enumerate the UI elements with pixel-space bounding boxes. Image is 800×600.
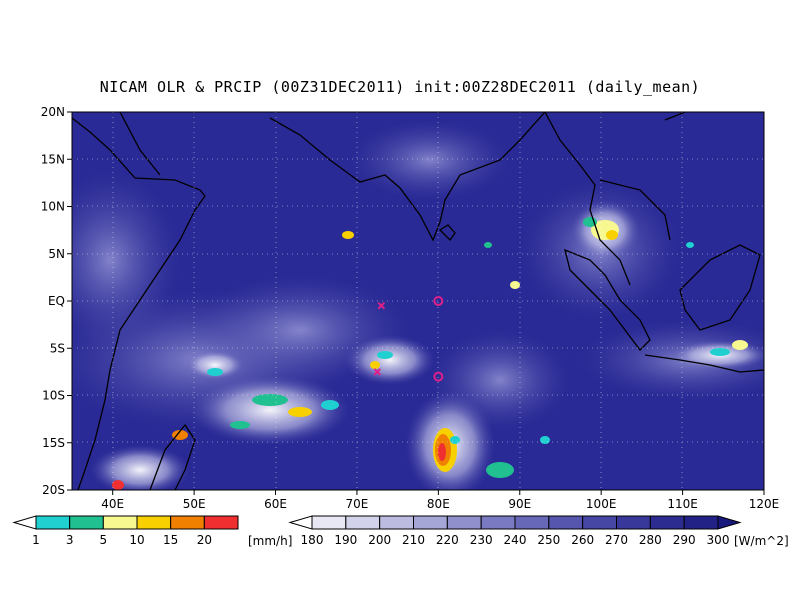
lat-label: 20N: [41, 105, 65, 119]
olr-label: 210: [402, 533, 425, 547]
precip-swatch: [136, 515, 172, 530]
olr-swatch: [311, 515, 347, 530]
precip-label: 1: [32, 533, 40, 547]
olr-label: 180: [301, 533, 324, 547]
olr-colorbar: 180 190 200 210 220 230 240 250 260 270 280 290 300 […: [288, 515, 789, 548]
olr-label: 280: [639, 533, 662, 547]
precip-colorbar: 1 3 5 10 15 20 [mm/h]: [12, 515, 292, 548]
olr-swatch: [446, 515, 482, 530]
precip-swatch: [170, 515, 205, 530]
olr-swatch: [480, 515, 516, 530]
lon-label: 80E: [427, 497, 450, 511]
precip-label: 20: [197, 533, 212, 547]
lon-label: 70E: [346, 497, 369, 511]
cross-marker: [373, 368, 382, 376]
olr-swatch: [649, 515, 685, 530]
olr-swatch: [683, 515, 719, 530]
precip-swatch: [69, 515, 104, 530]
olr-label: 230: [470, 533, 493, 547]
lat-label: 15S: [42, 436, 65, 450]
circle-marker: [433, 371, 444, 382]
lat-label: 10S: [42, 389, 65, 403]
gridlines: [72, 112, 764, 490]
lat-label: 10N: [41, 200, 65, 214]
lat-label: EQ: [48, 294, 65, 308]
olr-label: 290: [673, 533, 696, 547]
lon-label: 110E: [667, 497, 698, 511]
coastlines: [72, 112, 764, 490]
olr-unit: [W/m^2]: [734, 534, 789, 548]
olr-swatch: [345, 515, 381, 530]
olr-field: [72, 120, 764, 490]
precip-swatch: [35, 515, 71, 530]
precip-label: 10: [129, 533, 144, 547]
lon-label: 50E: [183, 497, 206, 511]
olr-swatch: [514, 515, 550, 530]
olr-label: 300: [707, 533, 730, 547]
lon-label: 90E: [508, 497, 531, 511]
olr-cap-right: [717, 515, 742, 530]
olr-swatch: [616, 515, 651, 530]
lon-label: 60E: [264, 497, 287, 511]
lat-label: 20S: [42, 483, 65, 497]
precip-label: 15: [163, 533, 178, 547]
cross-marker: [377, 302, 386, 310]
precip-swatch: [102, 515, 138, 530]
olr-label: 200: [368, 533, 391, 547]
map-title: NICAM OLR & PRCIP (00Z31DEC2011) init:00…: [99, 78, 701, 96]
olr-label: 250: [537, 533, 560, 547]
circle-marker: [433, 296, 444, 306]
latitude-labels: 20N 15N 10N 5N EQ 5S 10S 15S 20S: [41, 105, 72, 497]
olr-label: 270: [605, 533, 628, 547]
olr-swatch: [413, 515, 448, 530]
lat-label: 5N: [48, 247, 65, 261]
precip-label: 3: [66, 533, 74, 547]
precip-label: 5: [100, 533, 108, 547]
olr-swatch: [582, 515, 618, 530]
precip-unit: [mm/h]: [248, 534, 292, 548]
lat-label: 5S: [50, 341, 65, 355]
precip-swatch: [203, 515, 239, 530]
precip-cap-left: [12, 515, 37, 530]
olr-cap-left: [288, 515, 313, 530]
olr-label: 240: [504, 533, 527, 547]
lon-label: 40E: [101, 497, 124, 511]
olr-label: 220: [436, 533, 459, 547]
olr-swatch: [379, 515, 414, 530]
longitude-labels: 40E 50E 60E 70E 80E 90E 100E 110E 120E: [101, 490, 779, 511]
olr-label: 190: [334, 533, 357, 547]
station-markers: [373, 296, 444, 382]
lon-label: 100E: [586, 497, 617, 511]
lon-label: 120E: [749, 497, 780, 511]
olr-label: 260: [571, 533, 594, 547]
lat-label: 15N: [41, 152, 65, 166]
map-plot-area: [72, 112, 764, 490]
olr-swatch: [548, 515, 584, 530]
